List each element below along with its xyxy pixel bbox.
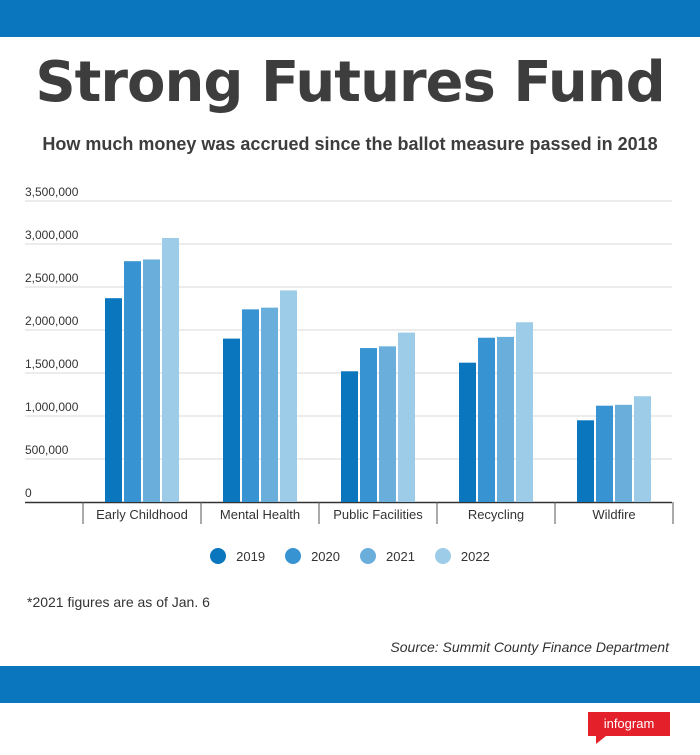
page-title: Strong Futures Fund — [35, 50, 665, 115]
legend-label: 2021 — [386, 548, 415, 564]
bar — [459, 362, 476, 502]
bar — [143, 259, 160, 502]
logo-text: infogram — [588, 712, 670, 736]
chart-subtitle: How much money was accrued since the bal… — [42, 134, 658, 154]
category-label: Recycling — [468, 507, 524, 522]
legend-label: 2020 — [311, 548, 340, 564]
legend-swatch — [434, 548, 451, 564]
bar — [398, 332, 415, 502]
legend-swatch — [285, 548, 302, 564]
bar — [615, 404, 632, 502]
bar — [223, 338, 240, 502]
bar — [242, 309, 259, 502]
y-tick-label: 3,000,000 — [25, 228, 79, 242]
y-tick-label: 2,500,000 — [25, 271, 79, 285]
y-tick-label: 2,000,000 — [25, 314, 79, 328]
bar — [478, 337, 495, 502]
legend-swatch — [210, 548, 227, 564]
y-tick-label: 1,500,000 — [25, 357, 79, 371]
bar — [341, 371, 358, 502]
bar — [596, 405, 613, 502]
category-label: Mental Health — [220, 507, 300, 522]
legend-item[interactable]: 2022 — [434, 548, 490, 564]
bar — [105, 298, 122, 502]
bar — [360, 348, 377, 502]
footnote: *2021 figures are as of Jan. 6 — [27, 594, 210, 610]
y-tick-label: 0 — [25, 486, 32, 500]
bar — [124, 261, 141, 502]
y-tick-label: 1,000,000 — [25, 400, 79, 414]
bottom-banner — [0, 666, 700, 703]
legend-label: 2022 — [460, 548, 490, 564]
y-tick-label: 500,000 — [25, 443, 69, 457]
category-label: Wildfire — [592, 507, 635, 522]
bar — [162, 237, 179, 502]
category-label: Public Facilities — [333, 507, 423, 522]
infogram-logo[interactable]: infogram — [588, 712, 670, 744]
legend-item[interactable]: 2020 — [285, 548, 340, 564]
category-label: Early Childhood — [96, 507, 188, 522]
bar-chart: 0 500,000 1,000,000 1,500,000 2,000,000 2,500… — [25, 185, 674, 524]
legend-item[interactable]: 2019 — [210, 548, 265, 564]
bar — [280, 290, 297, 502]
chart-legend: 2019 2020 2021 2022 — [0, 548, 700, 564]
bar — [379, 346, 396, 502]
legend-item[interactable]: 2021 — [360, 548, 415, 564]
logo-tail — [596, 736, 606, 744]
legend-swatch — [360, 548, 376, 564]
bar — [634, 396, 651, 502]
bar — [497, 336, 514, 502]
y-tick-label: 3,500,000 — [25, 185, 79, 199]
top-banner — [0, 0, 700, 37]
bar — [261, 307, 278, 502]
source-note: Source: Summit County Finance Department — [390, 639, 669, 655]
legend-label: 2019 — [236, 548, 266, 564]
bar — [577, 420, 594, 502]
bar — [516, 322, 533, 502]
